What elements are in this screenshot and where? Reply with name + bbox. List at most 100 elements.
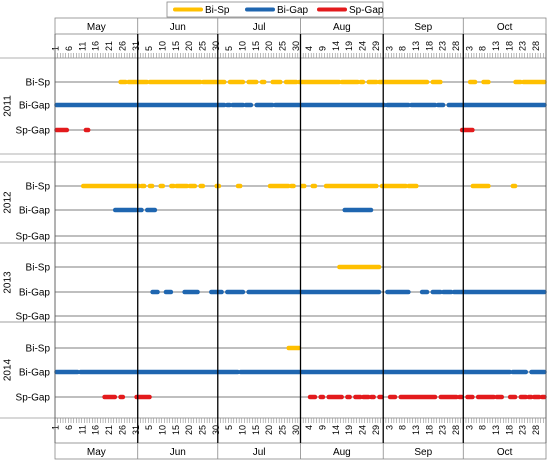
legend-label-bi-gap: Bi-Gap bbox=[277, 5, 309, 16]
day-label-top: 3 bbox=[384, 46, 394, 51]
day-label-bottom: 14 bbox=[331, 425, 341, 435]
day-label-bottom: 30 bbox=[211, 425, 221, 435]
day-label-top: 10 bbox=[157, 41, 167, 51]
row-label: Bi-Gap bbox=[19, 101, 51, 112]
row-label: Sp-Gap bbox=[16, 232, 51, 243]
year-label: 2011 bbox=[3, 95, 14, 117]
day-label-top: 5 bbox=[224, 46, 234, 51]
year-label: 2014 bbox=[3, 358, 14, 381]
day-label-top: 3 bbox=[464, 46, 474, 51]
month-label-bottom: Jun bbox=[170, 447, 186, 458]
day-label-bottom: 1 bbox=[51, 425, 61, 430]
day-label-bottom: 15 bbox=[251, 425, 261, 435]
month-label-bottom: Jul bbox=[253, 447, 266, 458]
legend-label-sp-gap: Sp-Gap bbox=[349, 5, 384, 16]
day-label-top: 26 bbox=[117, 41, 127, 51]
day-label-top: 29 bbox=[371, 41, 381, 51]
day-label-bottom: 20 bbox=[184, 425, 194, 435]
year-label: 2012 bbox=[3, 191, 14, 214]
day-label-top: 1 bbox=[51, 46, 61, 51]
day-label-top: 8 bbox=[398, 46, 408, 51]
month-label-top: Oct bbox=[497, 22, 513, 33]
day-label-bottom: 24 bbox=[358, 425, 368, 435]
day-label-bottom: 16 bbox=[91, 425, 101, 435]
day-label-top: 20 bbox=[264, 41, 274, 51]
day-label-bottom: 10 bbox=[238, 425, 248, 435]
day-label-top: 24 bbox=[358, 41, 368, 51]
day-label-bottom: 26 bbox=[117, 425, 127, 435]
day-label-bottom: 8 bbox=[478, 425, 488, 430]
day-label-top: 8 bbox=[478, 46, 488, 51]
day-label-top: 30 bbox=[211, 41, 221, 51]
day-label-top: 28 bbox=[531, 41, 541, 51]
month-label-top: Sep bbox=[414, 22, 432, 33]
day-label-top: 28 bbox=[451, 41, 461, 51]
day-label-top: 10 bbox=[238, 41, 248, 51]
day-label-bottom: 19 bbox=[344, 425, 354, 435]
row-label: Sp-Gap bbox=[16, 393, 51, 404]
day-label-bottom: 29 bbox=[371, 425, 381, 435]
day-label-top: 18 bbox=[424, 41, 434, 51]
day-label-bottom: 4 bbox=[304, 425, 314, 430]
day-label-top: 21 bbox=[104, 41, 114, 51]
month-label-bottom: Oct bbox=[497, 447, 513, 458]
row-label: Sp-Gap bbox=[16, 126, 51, 137]
row-label: Bi-Sp bbox=[26, 78, 51, 89]
day-label-bottom: 21 bbox=[104, 425, 114, 435]
day-label-bottom: 5 bbox=[224, 425, 234, 430]
day-label-top: 20 bbox=[184, 41, 194, 51]
day-label-bottom: 11 bbox=[77, 425, 87, 434]
day-label-bottom: 13 bbox=[411, 425, 421, 435]
day-label-bottom: 6 bbox=[64, 425, 74, 430]
day-label-bottom: 25 bbox=[278, 425, 288, 435]
day-label-top: 30 bbox=[291, 41, 301, 51]
day-label-top: 5 bbox=[144, 46, 154, 51]
day-label-top: 16 bbox=[91, 41, 101, 51]
day-label-bottom: 28 bbox=[451, 425, 461, 435]
day-label-top: 11 bbox=[77, 42, 87, 51]
day-label-bottom: 3 bbox=[464, 425, 474, 430]
day-label-top: 9 bbox=[318, 46, 328, 51]
day-label-bottom: 13 bbox=[491, 425, 501, 435]
day-label-top: 13 bbox=[491, 41, 501, 51]
row-label: Bi-Gap bbox=[19, 206, 51, 217]
day-label-top: 6 bbox=[64, 46, 74, 51]
row-label: Sp-Gap bbox=[16, 312, 51, 323]
month-label-top: May bbox=[87, 22, 106, 33]
day-label-bottom: 3 bbox=[384, 425, 394, 430]
legend-label-bi-sp: Bi-Sp bbox=[205, 5, 230, 16]
month-label-bottom: May bbox=[87, 447, 106, 458]
month-label-bottom: Aug bbox=[333, 447, 351, 458]
row-label: Bi-Sp bbox=[26, 182, 51, 193]
month-label-bottom: Sep bbox=[414, 447, 432, 458]
month-label-top: Aug bbox=[333, 22, 351, 33]
day-label-top: 23 bbox=[438, 41, 448, 51]
day-label-bottom: 8 bbox=[398, 425, 408, 430]
day-label-top: 15 bbox=[171, 41, 181, 51]
year-label: 2013 bbox=[3, 271, 14, 294]
day-label-bottom: 30 bbox=[291, 425, 301, 435]
row-label: Bi-Gap bbox=[19, 368, 51, 379]
day-label-top: 31 bbox=[131, 41, 141, 51]
month-label-top: Jul bbox=[253, 22, 266, 33]
row-label: Bi-Gap bbox=[19, 288, 51, 299]
day-label-top: 18 bbox=[504, 41, 514, 51]
month-label-top: Jun bbox=[170, 22, 186, 33]
day-label-top: 14 bbox=[331, 41, 341, 51]
day-label-bottom: 5 bbox=[144, 425, 154, 430]
day-label-bottom: 23 bbox=[518, 425, 528, 435]
day-label-bottom: 18 bbox=[504, 425, 514, 435]
day-label-top: 4 bbox=[304, 46, 314, 51]
day-label-top: 25 bbox=[197, 41, 207, 51]
day-label-bottom: 18 bbox=[424, 425, 434, 435]
row-label: Bi-Sp bbox=[26, 344, 51, 355]
day-label-bottom: 10 bbox=[157, 425, 167, 435]
day-label-bottom: 23 bbox=[438, 425, 448, 435]
day-label-top: 13 bbox=[411, 41, 421, 51]
day-label-top: 15 bbox=[251, 41, 261, 51]
day-label-bottom: 9 bbox=[318, 425, 328, 430]
day-label-top: 25 bbox=[278, 41, 288, 51]
day-label-bottom: 15 bbox=[171, 425, 181, 435]
